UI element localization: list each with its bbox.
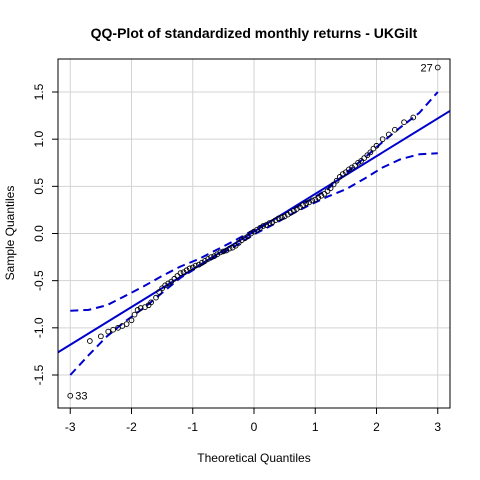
data-point	[330, 181, 337, 188]
x-tick-label: 3	[434, 420, 441, 434]
y-tick-label: 1.5	[32, 83, 46, 100]
data-point	[260, 223, 267, 229]
y-tick-label: -1.0	[32, 317, 46, 338]
data-point	[333, 177, 340, 184]
x-axis-label: Theoretical Quantiles	[197, 451, 310, 465]
data-point	[168, 278, 175, 285]
data-point	[156, 289, 162, 295]
data-point	[358, 158, 365, 164]
data-point	[373, 142, 380, 149]
data-point	[192, 262, 199, 269]
data-point	[392, 126, 398, 133]
data-point	[86, 338, 93, 344]
data-point	[379, 136, 386, 143]
x-axis: -3 -2 -1 0 1 2 3	[65, 408, 441, 434]
data-point	[364, 152, 371, 159]
y-tick-label: 1.0	[32, 131, 46, 148]
data-point	[186, 265, 193, 272]
plot-clipped-group	[58, 64, 450, 399]
data-point	[275, 215, 282, 222]
y-axis: -1.5 -1.0 -0.5 0.0 0.5 1.0 1.5	[32, 83, 58, 385]
data-point	[232, 242, 239, 249]
y-tick-label: 0.0	[32, 225, 46, 242]
data-point	[245, 233, 251, 240]
y-tick-label: -0.5	[32, 270, 46, 291]
y-tick-label: -1.5	[32, 364, 46, 385]
data-point	[110, 326, 116, 333]
data-point	[434, 64, 441, 71]
data-point	[303, 200, 309, 207]
data-point	[327, 185, 334, 192]
point-label: 33	[75, 391, 87, 403]
data-point	[217, 249, 224, 256]
data-point	[177, 270, 184, 276]
data-point	[148, 299, 154, 306]
data-point	[266, 220, 273, 226]
y-axis-label: Sample Quantiles	[3, 186, 17, 281]
data-point	[105, 328, 112, 335]
grid-lines	[58, 59, 450, 408]
data-point	[174, 273, 181, 279]
data-point	[123, 321, 130, 327]
data-point	[226, 245, 233, 252]
data-point	[361, 155, 368, 161]
data-point	[153, 294, 159, 301]
envelope-upper	[70, 91, 439, 312]
reference-line	[58, 109, 450, 354]
envelope-lower	[69, 152, 438, 376]
data-point	[278, 214, 285, 221]
x-tick-label: 0	[251, 420, 258, 434]
data-point	[385, 131, 392, 138]
data-point	[235, 240, 242, 246]
data-point	[410, 114, 417, 121]
data-point	[309, 197, 316, 204]
data-point	[98, 333, 104, 340]
data-point	[336, 174, 343, 180]
x-tick-label: 1	[312, 420, 319, 434]
point-label: 27	[421, 62, 433, 74]
data-point	[370, 145, 377, 152]
data-point	[321, 191, 328, 197]
data-point	[367, 149, 374, 156]
plot-content: 27 33	[58, 62, 450, 403]
data-point	[352, 162, 358, 169]
data-point	[67, 392, 74, 399]
data-point	[401, 119, 407, 126]
y-tick-label: 0.5	[32, 178, 46, 195]
x-tick-label: -1	[187, 420, 198, 434]
x-tick-label: 2	[373, 420, 380, 434]
data-point	[131, 311, 138, 318]
data-point	[220, 248, 227, 255]
data-point	[128, 317, 135, 324]
data-point	[208, 254, 214, 260]
data-point	[324, 188, 331, 194]
data-point	[159, 285, 165, 292]
x-tick-label: -2	[126, 420, 137, 434]
data-point	[171, 275, 178, 282]
data-point	[343, 169, 349, 176]
x-tick-label: -3	[65, 420, 76, 434]
chart-title: QQ-Plot of standardized monthly returns …	[91, 25, 418, 41]
